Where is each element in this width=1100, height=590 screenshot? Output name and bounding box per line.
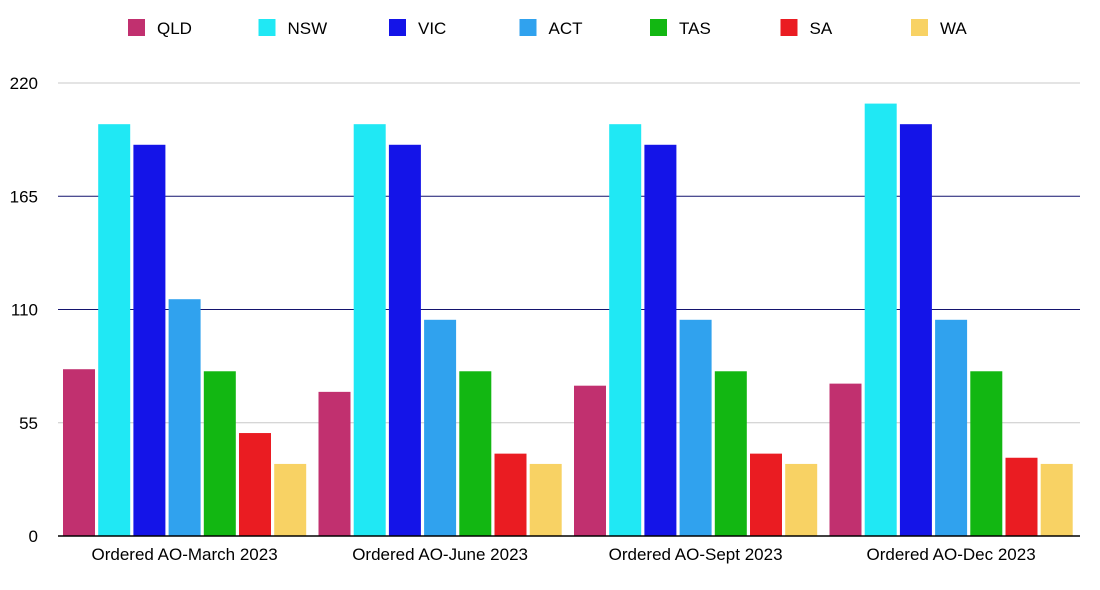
x-category-label: Ordered AO-Dec 2023 [867,545,1036,564]
legend-label: TAS [679,19,711,38]
bar-nsw[interactable] [609,124,642,536]
legend-label: VIC [418,19,446,38]
bar-nsw[interactable] [98,124,131,536]
bar-tas[interactable] [970,371,1003,536]
x-category-label: Ordered AO-Sept 2023 [609,545,783,564]
bar-act[interactable] [935,319,968,536]
legend-swatch [389,19,406,36]
bar-wa[interactable] [274,463,307,536]
legend-item-wa[interactable]: WA [911,19,967,38]
legend-swatch [128,19,145,36]
bar-act[interactable] [679,319,712,536]
bar-qld[interactable] [574,385,606,536]
y-tick-label: 220 [10,74,38,93]
legend-item-tas[interactable]: TAS [650,19,711,38]
bar-vic[interactable] [133,144,166,537]
legend-swatch [258,19,276,36]
bar-sa[interactable] [750,453,782,536]
bar-sa[interactable] [494,453,527,536]
legend-swatch [780,19,798,36]
legend-swatch [650,19,667,36]
bar-wa[interactable] [529,463,562,536]
y-tick-label: 55 [19,414,38,433]
legend-item-qld[interactable]: QLD [128,19,192,38]
bar-vic[interactable] [899,124,932,536]
x-category-label: Ordered AO-June 2023 [352,545,528,564]
legend-item-vic[interactable]: VIC [389,19,446,38]
bars [63,103,1073,537]
bar-group [574,124,818,537]
legend-swatch [911,19,928,36]
legend-item-nsw[interactable]: NSW [258,19,328,38]
y-tick-label: 110 [11,301,38,320]
legend-label: NSW [288,19,328,38]
x-category-label: Ordered AO-March 2023 [92,545,278,564]
bar-sa[interactable] [239,433,271,536]
legend-label: SA [810,19,833,38]
bar-wa[interactable] [1040,463,1073,536]
bar-vic[interactable] [644,144,677,537]
y-tick-label: 165 [10,187,38,206]
legend-label: ACT [549,19,583,38]
bar-tas[interactable] [459,371,492,536]
bar-qld[interactable] [318,391,351,536]
bar-qld[interactable] [829,383,862,536]
legend-label: QLD [157,19,192,38]
bar-group [318,124,562,537]
legend-swatch [519,19,537,36]
legend-item-sa[interactable]: SA [780,19,833,38]
bar-act[interactable] [424,319,457,536]
x-axis: Ordered AO-March 2023 Ordered AO-June 202… [58,535,1080,564]
bar-wa[interactable] [785,463,818,536]
bar-tas[interactable] [714,371,747,536]
legend: QLD NSW VIC ACT TAS SA WA [128,19,967,38]
legend-item-act[interactable]: ACT [519,19,583,38]
bar-nsw[interactable] [353,124,386,536]
bar-group [829,103,1073,536]
bar-act[interactable] [168,299,201,536]
bar-sa[interactable] [1005,457,1038,536]
bar-qld[interactable] [63,369,95,536]
bar-group [63,124,307,537]
y-tick-label: 0 [29,527,38,546]
bar-vic[interactable] [388,144,421,537]
y-axis-ticks: 0 55 110 165 220 [10,74,38,546]
bar-tas[interactable] [203,371,236,536]
legend-label: WA [940,19,967,38]
bar-nsw[interactable] [864,103,897,536]
